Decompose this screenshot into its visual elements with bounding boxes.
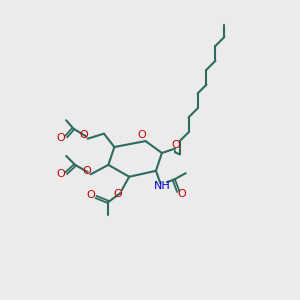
Text: NH: NH	[154, 181, 170, 191]
Text: O: O	[80, 130, 88, 140]
Text: O: O	[56, 133, 65, 142]
Text: O: O	[56, 169, 65, 179]
Text: O: O	[114, 189, 123, 199]
Text: O: O	[86, 190, 95, 200]
Text: O: O	[171, 140, 180, 150]
Text: O: O	[137, 130, 146, 140]
Text: O: O	[178, 189, 187, 199]
Text: O: O	[82, 166, 91, 176]
